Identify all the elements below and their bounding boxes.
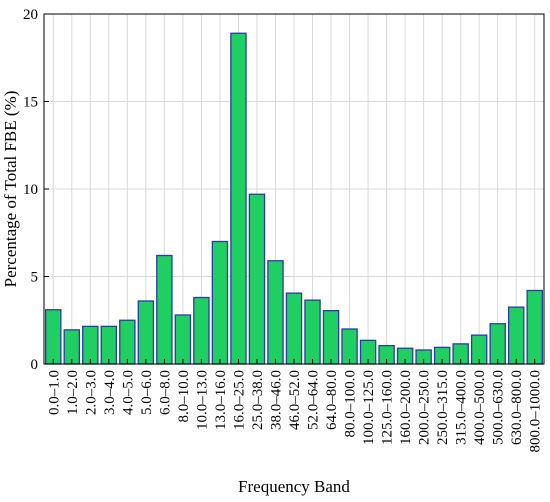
x-tick-label: 315.0–400.0 [454, 370, 470, 445]
x-axis-label: Frequency Band [238, 477, 350, 496]
x-tick-label: 630.0–800.0 [509, 370, 525, 445]
bar [285, 292, 303, 365]
x-tick-label: 64.0–80.0 [324, 370, 340, 430]
x-tick-label: 16.0–25.0 [231, 370, 247, 430]
bar [267, 260, 284, 365]
x-tick-label: 80.0–100.0 [343, 370, 359, 438]
x-tick-label: 200.0–250.0 [417, 370, 433, 445]
x-tick-label: 250.0–315.0 [435, 370, 451, 445]
bar [230, 32, 247, 365]
bar [119, 319, 136, 365]
x-tick-label: 13.0–16.0 [213, 370, 229, 430]
x-tick-label: 0.0–1.0 [46, 370, 62, 415]
bar [211, 240, 229, 365]
bar [304, 299, 321, 365]
y-tick-label: 20 [23, 7, 38, 23]
bar [507, 306, 525, 365]
x-tick-label: 4.0–5.0 [120, 370, 136, 415]
bar [174, 314, 192, 365]
bar [193, 296, 210, 365]
y-tick-label: 15 [23, 95, 38, 111]
bar [82, 325, 99, 365]
bar [322, 309, 340, 365]
x-tick-label: 10.0–13.0 [194, 370, 210, 430]
bar [45, 309, 62, 365]
bars [45, 32, 543, 365]
y-axis-label: Percentage of Total FBE (%) [1, 91, 20, 288]
x-tick-label: 3.0–4.0 [102, 370, 118, 415]
x-tick-label: 25.0–38.0 [250, 370, 266, 430]
bar [100, 325, 118, 365]
x-tick-label: 8.0–10.0 [176, 370, 192, 423]
y-axis-ticks: 0 5 10 15 20 [23, 7, 49, 373]
bar [341, 328, 358, 365]
x-tick-label: 52.0–64.0 [306, 370, 322, 430]
x-tick-label: 2.0–3.0 [83, 370, 99, 415]
x-tick-label: 5.0–6.0 [139, 370, 155, 415]
bar [63, 329, 81, 365]
x-tick-label: 500.0–630.0 [491, 370, 507, 445]
x-tick-label: 125.0–160.0 [380, 370, 396, 445]
x-tick-label: 46.0–52.0 [287, 370, 303, 430]
bar [137, 300, 155, 365]
y-tick-label: 5 [31, 270, 39, 286]
bar [526, 289, 543, 365]
y-tick-label: 10 [23, 182, 38, 198]
x-tick-label: 38.0–46.0 [268, 370, 284, 430]
y-tick-label: 0 [31, 357, 39, 373]
x-tick-label: 1.0–2.0 [65, 370, 81, 415]
bar [489, 323, 506, 365]
bar [156, 254, 173, 365]
x-axis-ticks: 0.0–1.0 1.0–2.0 2.0–3.0 3.0–4.0 4.0–5.0 5.0–6… [46, 359, 544, 453]
x-tick-label: 160.0–200.0 [398, 370, 414, 445]
x-tick-label: 6.0–8.0 [157, 370, 173, 415]
x-tick-label: 800.0–1000.0 [528, 370, 544, 453]
x-tick-label: 100.0–125.0 [361, 370, 377, 445]
x-tick-label: 400.0–500.0 [472, 370, 488, 445]
bar [248, 193, 266, 365]
